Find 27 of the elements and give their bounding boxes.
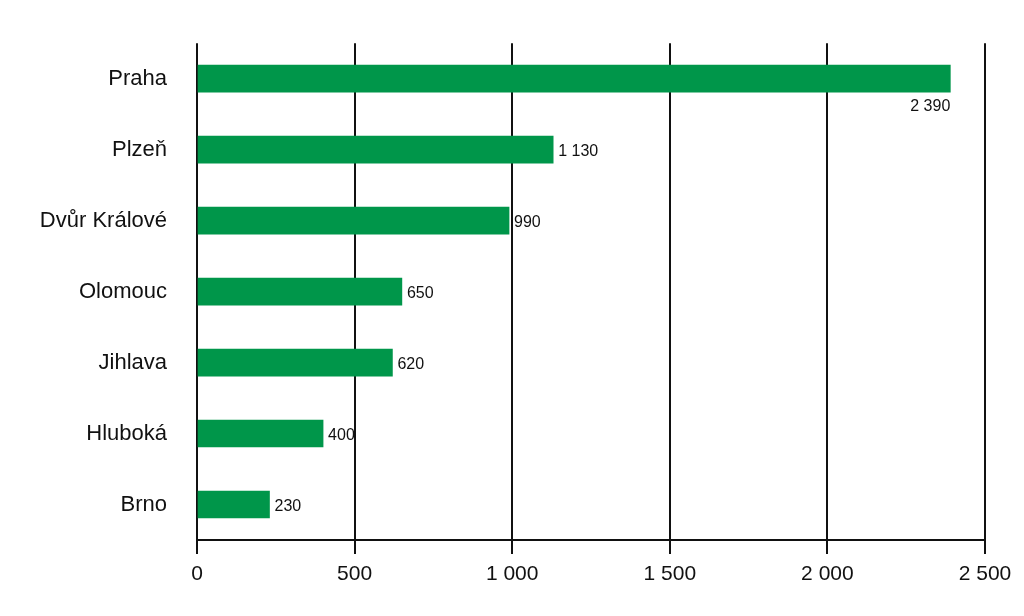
bar: [197, 490, 270, 519]
x-tick-label: 1 500: [643, 561, 697, 585]
bar: [197, 419, 324, 448]
y-tick-label: Plzeň: [111, 135, 167, 161]
x-tick-label: 2 000: [801, 561, 854, 585]
data-label: 1 130: [558, 142, 599, 160]
bar: [197, 206, 510, 235]
data-label: 230: [274, 496, 302, 514]
bar: [197, 135, 554, 164]
data-label: 2 390: [910, 96, 951, 114]
bar: [197, 277, 403, 306]
x-tick-label: 2 500: [958, 561, 1012, 585]
y-tick-label: Dvůr Králové: [39, 206, 167, 232]
y-tick-label: Brno: [120, 490, 167, 516]
data-label: 650: [406, 284, 434, 302]
x-tick-label: 1 000: [485, 561, 539, 585]
bar: [197, 348, 393, 377]
y-tick-label: Praha: [108, 64, 168, 90]
data-label: 620: [397, 354, 425, 372]
data-label: 990: [514, 213, 541, 231]
x-tick-label: 0: [191, 561, 203, 585]
y-tick-label: Hluboká: [86, 419, 168, 445]
data-label: 400: [328, 425, 355, 443]
x-tick-label: 500: [337, 561, 373, 585]
y-tick-label: Jihlava: [98, 348, 168, 374]
y-tick-label: Olomouc: [78, 277, 167, 303]
bar: [197, 64, 951, 93]
